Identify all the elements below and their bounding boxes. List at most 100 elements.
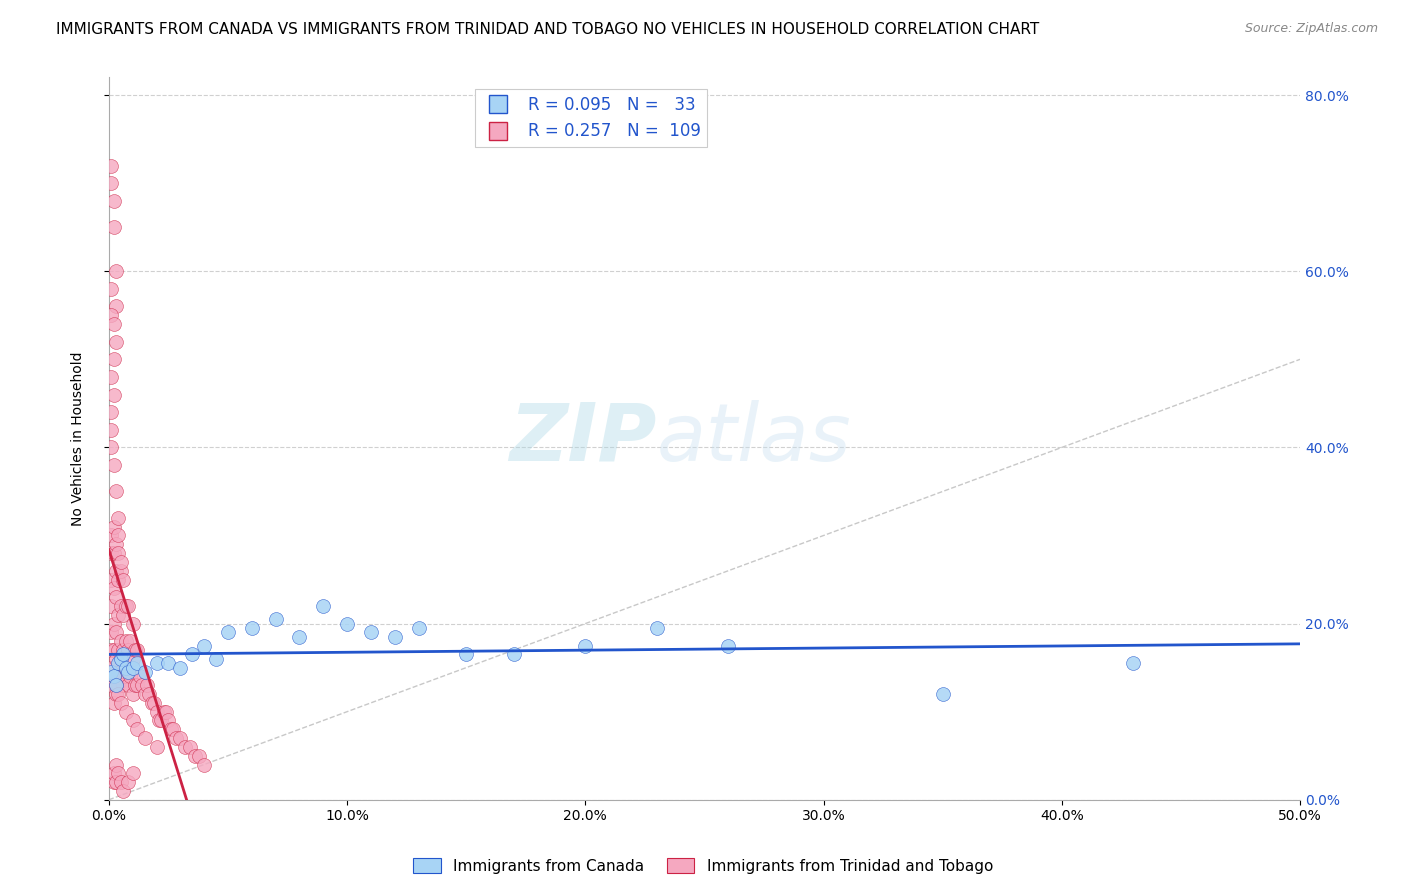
Point [100,678,122,692]
Point [165,731,187,745]
Point [114,660,136,674]
Point [502,648,524,662]
Point [143,696,166,710]
Point [138,687,160,701]
Point [103,582,125,596]
Point [152,705,174,719]
Point [107,511,129,525]
Point [193,639,215,653]
Point [131,678,153,692]
Point [100,599,122,613]
Point [100,665,122,679]
Point [183,748,205,763]
Point [105,775,128,789]
Legend: R = 0.095   N =   33, R = 0.257   N =  109: R = 0.095 N = 33, R = 0.257 N = 109 [475,89,707,147]
Point [121,660,143,674]
Point [114,705,136,719]
Point [105,537,128,551]
Point [312,599,335,613]
Point [103,616,125,631]
Point [112,678,135,692]
Point [127,657,149,671]
Point [103,317,125,331]
Text: IMMIGRANTS FROM CANADA VS IMMIGRANTS FROM TRINIDAD AND TOBAGO NO VEHICLES IN HOU: IMMIGRANTS FROM CANADA VS IMMIGRANTS FRO… [56,22,1039,37]
Point [105,564,128,578]
Point [288,630,311,644]
Point [107,573,129,587]
Point [100,643,122,657]
Point [105,625,128,640]
Point [145,739,167,754]
Point [150,714,173,728]
Point [110,696,132,710]
Point [105,484,128,499]
Point [124,643,146,657]
Point [117,599,139,613]
Point [100,159,122,173]
Point [103,458,125,472]
Text: ZIP: ZIP [509,400,657,477]
Point [110,599,132,613]
Point [100,573,122,587]
Point [103,194,125,208]
Point [121,652,143,666]
Point [114,669,136,683]
Point [103,220,125,235]
Point [110,634,132,648]
Point [124,678,146,692]
Point [114,599,136,613]
Point [100,660,122,674]
Point [134,665,156,679]
Point [117,665,139,679]
Point [100,308,122,322]
Point [103,352,125,367]
Point [103,519,125,533]
Point [112,607,135,622]
Point [105,678,128,692]
Point [107,607,129,622]
Point [456,648,478,662]
Point [110,669,132,683]
Point [110,775,132,789]
Point [107,678,129,692]
Point [100,370,122,384]
Point [717,639,740,653]
Point [1122,657,1144,671]
Point [134,687,156,701]
Point [205,652,228,666]
Point [145,657,167,671]
Point [105,334,128,349]
Point [117,678,139,692]
Point [136,678,159,692]
Y-axis label: No Vehicles in Household: No Vehicles in Household [72,351,86,526]
Point [100,405,122,419]
Point [107,766,129,780]
Point [100,546,122,560]
Point [105,652,128,666]
Point [112,643,135,657]
Point [100,282,122,296]
Point [120,634,142,648]
Point [105,300,128,314]
Point [120,669,142,683]
Point [110,555,132,569]
Point [103,775,125,789]
Point [100,423,122,437]
Point [110,652,132,666]
Point [127,643,149,657]
Point [121,766,143,780]
Point [121,687,143,701]
Point [134,731,156,745]
Point [103,643,125,657]
Point [105,687,128,701]
Point [117,643,139,657]
Point [181,648,204,662]
Point [141,696,163,710]
Point [100,528,122,542]
Point [188,748,211,763]
Point [112,573,135,587]
Point [148,714,170,728]
Point [931,687,953,701]
Point [155,705,177,719]
Point [145,705,167,719]
